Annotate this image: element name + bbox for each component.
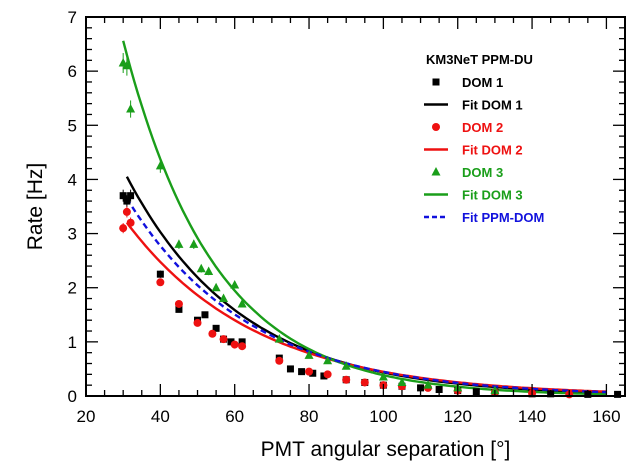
data-point xyxy=(432,123,440,131)
data-point xyxy=(156,270,164,278)
data-point xyxy=(275,356,284,365)
data-point xyxy=(238,342,247,351)
legend: KM3NeT PPM-DU DOM 1 Fit DOM 1 DOM 2 Fit DOM… xyxy=(420,48,592,230)
data-point xyxy=(309,369,317,377)
data-point xyxy=(127,192,135,200)
data-point xyxy=(212,324,220,332)
legend-label: Fit DOM 2 xyxy=(462,143,523,158)
y-tick-label: 2 xyxy=(68,279,77,298)
data-point xyxy=(431,167,441,176)
data-point xyxy=(342,375,351,384)
y-axis-title: Rate [Hz] xyxy=(24,163,47,251)
data-point xyxy=(122,60,132,70)
y-tick-label: 4 xyxy=(68,170,77,189)
plot-frame xyxy=(85,16,626,397)
y-tick-label: 0 xyxy=(68,387,77,406)
data-point xyxy=(201,311,209,319)
y-tick-label: 1 xyxy=(68,333,77,352)
x-tick-label: 80 xyxy=(300,407,319,426)
data-point xyxy=(230,340,239,349)
data-point xyxy=(126,218,135,227)
data-point xyxy=(320,372,328,380)
data-point xyxy=(155,160,165,170)
x-tick-label: 160 xyxy=(592,407,620,426)
y-tick-label: 6 xyxy=(68,62,77,81)
data-points xyxy=(118,53,622,399)
data-point xyxy=(227,338,235,346)
data-point xyxy=(305,367,314,376)
x-axis-title: PMT angular separation [°] xyxy=(261,438,511,461)
data-point xyxy=(189,239,199,248)
legend-label: Fit PPM-DOM xyxy=(462,210,544,225)
x-tick-label: 140 xyxy=(518,407,546,426)
data-point xyxy=(123,197,131,205)
data-point xyxy=(360,378,369,387)
legend-label: DOM 3 xyxy=(462,165,503,180)
x-tick-label: 100 xyxy=(369,407,397,426)
data-point xyxy=(119,224,128,233)
data-point xyxy=(238,338,246,346)
x-tick-label: 120 xyxy=(444,407,472,426)
data-point xyxy=(341,361,351,370)
data-point xyxy=(174,239,184,248)
data-point xyxy=(175,305,183,313)
data-point xyxy=(423,380,433,389)
data-point xyxy=(211,282,221,292)
data-point xyxy=(196,263,206,273)
y-tick-label: 7 xyxy=(68,8,77,27)
legend-box xyxy=(420,48,592,230)
legend-title: KM3NeT PPM-DU xyxy=(426,52,533,67)
data-point xyxy=(119,192,127,200)
data-point xyxy=(126,104,136,113)
data-point xyxy=(156,278,165,287)
axes: 20 40 60 80 100 120 140 160 0 1 2 3 4 5 6 7 xyxy=(68,8,626,426)
data-point xyxy=(122,207,131,216)
legend-label: Fit DOM 1 xyxy=(462,98,523,113)
legend-label: DOM 1 xyxy=(462,75,503,90)
data-point xyxy=(237,298,247,308)
x-tick-label: 40 xyxy=(151,407,170,426)
fit-curve xyxy=(125,197,607,394)
x-tick-label: 20 xyxy=(77,407,96,426)
data-point xyxy=(435,386,443,394)
data-point xyxy=(614,390,622,398)
legend-label: DOM 2 xyxy=(462,120,503,135)
data-point xyxy=(432,78,440,86)
data-point xyxy=(417,384,425,392)
data-point xyxy=(490,385,500,395)
data-point xyxy=(378,372,388,381)
data-point xyxy=(230,280,240,289)
data-point xyxy=(219,293,229,303)
data-point xyxy=(323,370,332,379)
data-point xyxy=(304,350,314,359)
data-point xyxy=(298,368,306,376)
data-point xyxy=(219,335,228,344)
data-point xyxy=(208,329,217,338)
data-point xyxy=(174,299,183,308)
legend-label: Fit DOM 3 xyxy=(462,188,523,203)
data-point xyxy=(397,377,407,386)
x-tick-label: 60 xyxy=(225,407,244,426)
data-point xyxy=(286,365,294,373)
y-tick-label: 3 xyxy=(68,225,77,244)
y-tick-label: 5 xyxy=(68,116,77,135)
fit-curve xyxy=(125,221,607,393)
data-point xyxy=(274,334,284,343)
data-point xyxy=(323,355,333,365)
fit-curves xyxy=(122,40,607,396)
data-point xyxy=(204,266,214,275)
data-point xyxy=(193,318,202,327)
fit-curve xyxy=(122,40,607,396)
